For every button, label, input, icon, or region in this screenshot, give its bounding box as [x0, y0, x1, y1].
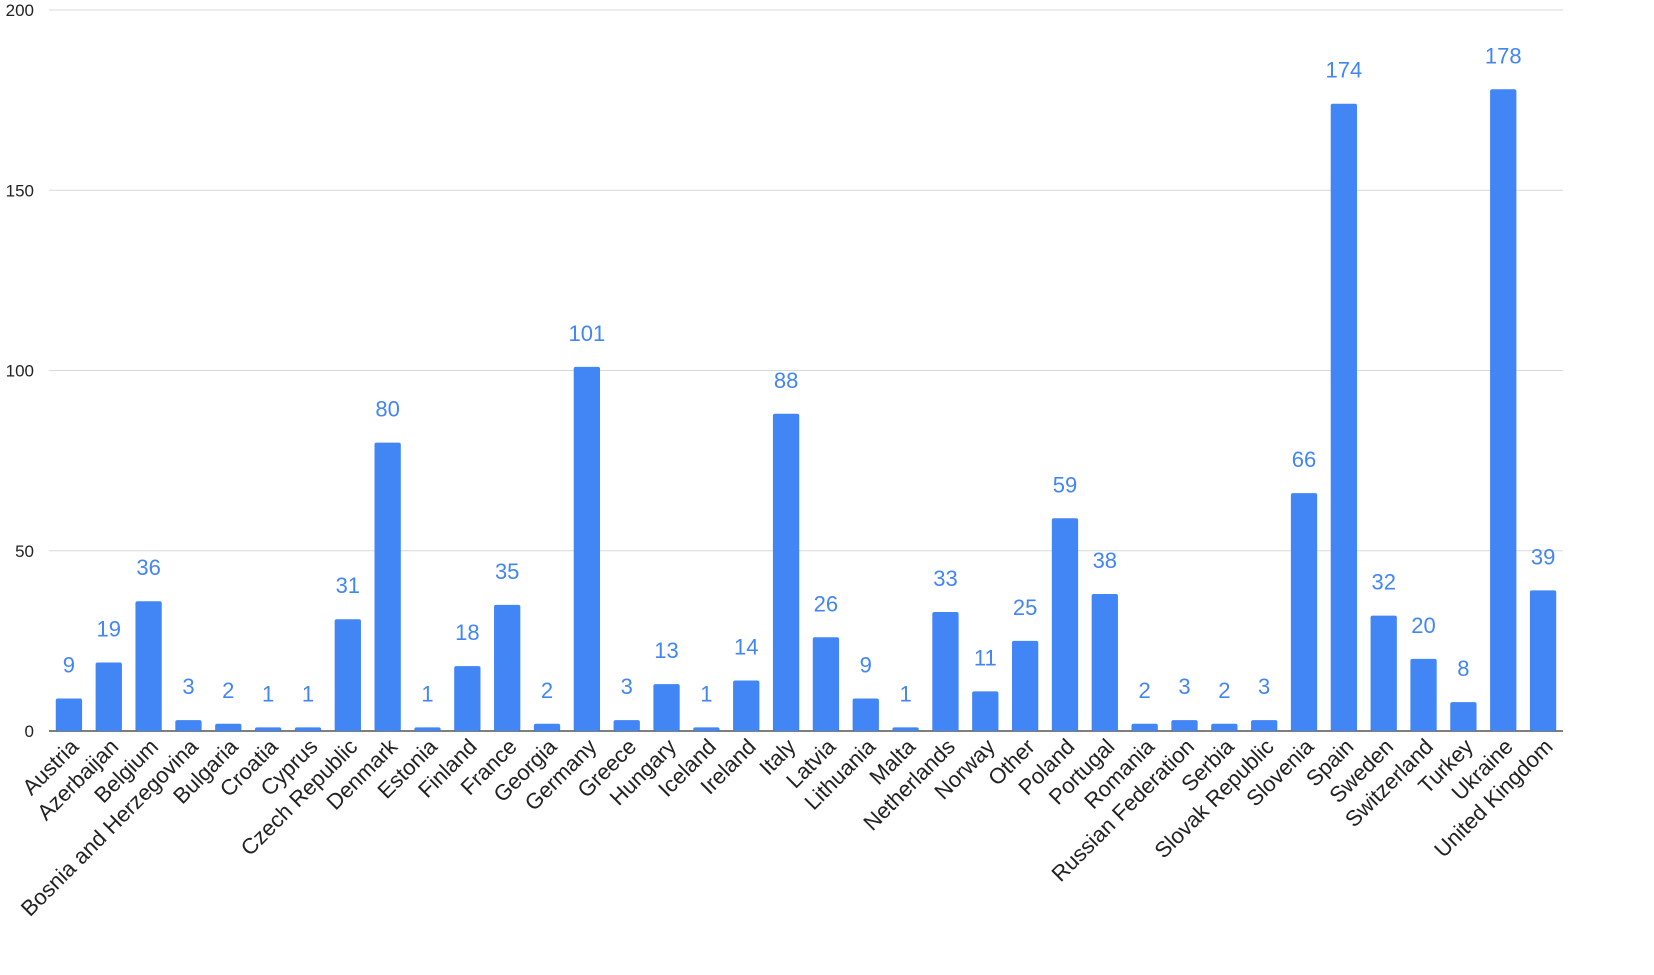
data-label: 19	[97, 617, 121, 642]
bar	[95, 662, 122, 731]
bar	[135, 601, 162, 731]
bar	[613, 720, 640, 731]
bar	[1490, 89, 1517, 731]
bar	[812, 637, 840, 731]
data-label: 2	[1218, 678, 1230, 703]
bar	[1171, 720, 1198, 731]
bar	[215, 723, 242, 731]
y-tick-label: 150	[6, 181, 34, 200]
bar	[494, 604, 521, 731]
bar	[1330, 103, 1358, 732]
bar	[1091, 594, 1118, 731]
data-label: 66	[1292, 447, 1316, 472]
bar	[1370, 615, 1397, 731]
data-label: 3	[182, 674, 194, 699]
bar	[1410, 658, 1437, 731]
bar	[1131, 723, 1158, 731]
data-label: 31	[336, 573, 360, 598]
bar	[932, 612, 959, 731]
data-label: 20	[1411, 613, 1435, 638]
data-label: 9	[860, 653, 872, 678]
y-axis-ticks: 0 50 100 150 200	[6, 1, 34, 741]
bar	[1450, 702, 1477, 731]
data-label: 1	[262, 681, 274, 706]
data-label: 8	[1457, 656, 1469, 681]
data-label: 14	[734, 635, 758, 660]
bars	[55, 89, 1557, 732]
bar	[1211, 723, 1238, 731]
bar	[334, 619, 361, 731]
data-label: 2	[1139, 678, 1151, 703]
y-tick-label: 50	[15, 542, 34, 561]
bar	[733, 680, 760, 731]
data-label: 13	[654, 638, 678, 663]
data-label: 174	[1326, 58, 1363, 83]
bar	[294, 727, 322, 731]
bar	[892, 727, 919, 731]
data-label: 1	[700, 681, 712, 706]
data-label: 26	[814, 591, 838, 616]
bar	[175, 720, 202, 731]
bar	[573, 366, 601, 731]
data-label: 39	[1531, 544, 1555, 569]
bar	[454, 666, 481, 731]
data-label: 178	[1485, 43, 1522, 68]
bar	[653, 684, 680, 731]
data-label: 32	[1371, 570, 1395, 595]
data-label: 3	[1258, 674, 1270, 699]
data-label: 88	[774, 368, 798, 393]
bar	[374, 442, 401, 731]
data-label: 18	[455, 620, 479, 645]
data-label: 3	[1178, 674, 1190, 699]
data-label: 2	[222, 678, 234, 703]
bar	[1290, 493, 1318, 731]
bar	[55, 698, 83, 731]
data-label: 36	[136, 555, 160, 580]
y-tick-label: 100	[6, 362, 34, 381]
bar	[693, 727, 720, 731]
data-label: 2	[541, 678, 553, 703]
data-label: 33	[933, 566, 957, 591]
data-label: 59	[1053, 472, 1077, 497]
data-label: 1	[421, 681, 433, 706]
bar	[254, 727, 282, 731]
bar	[533, 723, 561, 731]
bar	[1051, 518, 1079, 731]
data-label: 11	[974, 645, 997, 670]
bar	[972, 691, 999, 731]
y-tick-label: 200	[6, 1, 34, 20]
bar	[1011, 640, 1039, 731]
data-label: 38	[1093, 548, 1117, 573]
bar	[1529, 590, 1557, 731]
data-label: 9	[63, 653, 75, 678]
data-label: 3	[621, 674, 633, 699]
bar	[414, 727, 441, 731]
data-label: 80	[375, 397, 399, 422]
data-label: 35	[495, 559, 519, 584]
data-label: 101	[569, 321, 606, 346]
bar	[852, 698, 879, 731]
bar	[772, 413, 800, 731]
data-label: 1	[302, 681, 314, 706]
y-tick-label: 0	[25, 722, 34, 741]
data-label: 25	[1013, 595, 1037, 620]
data-label: 1	[899, 681, 911, 706]
bar	[1251, 720, 1278, 731]
